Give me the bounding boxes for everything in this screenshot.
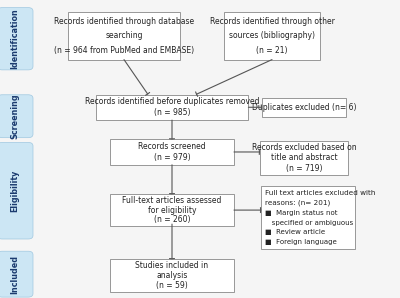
Text: Records identified through other: Records identified through other xyxy=(210,17,334,26)
Text: Records identified before duplicates removed: Records identified before duplicates rem… xyxy=(85,97,259,106)
FancyBboxPatch shape xyxy=(0,251,33,297)
Text: Full-text articles assessed: Full-text articles assessed xyxy=(122,196,222,205)
Text: (n = 964 from PubMed and EMBASE): (n = 964 from PubMed and EMBASE) xyxy=(54,46,194,55)
Bar xyxy=(262,97,346,117)
Text: (n = 719): (n = 719) xyxy=(286,164,322,173)
Bar xyxy=(224,12,320,60)
Text: ■  Review article: ■ Review article xyxy=(265,229,325,235)
Text: sources (bibliography): sources (bibliography) xyxy=(229,31,315,40)
Text: ■  Foreign language: ■ Foreign language xyxy=(265,239,337,245)
Text: (n = 979): (n = 979) xyxy=(154,153,190,162)
Text: Studies included in: Studies included in xyxy=(136,261,208,270)
Text: (n = 260): (n = 260) xyxy=(154,215,190,224)
Text: Records screened: Records screened xyxy=(138,142,206,151)
FancyBboxPatch shape xyxy=(0,142,33,239)
Text: Screening: Screening xyxy=(11,93,20,139)
Text: Included: Included xyxy=(11,255,20,294)
Text: specified or ambiguous: specified or ambiguous xyxy=(265,220,353,226)
Text: ■  Margin status not: ■ Margin status not xyxy=(265,209,338,215)
Bar xyxy=(260,141,348,175)
Text: searching: searching xyxy=(105,31,143,40)
Bar xyxy=(68,12,180,60)
Text: Identification: Identification xyxy=(11,8,20,69)
Text: Records excluded based on: Records excluded based on xyxy=(252,143,356,152)
Text: analysis: analysis xyxy=(156,271,188,280)
Bar xyxy=(110,259,234,292)
Text: title and abstract: title and abstract xyxy=(271,153,337,162)
Bar xyxy=(96,95,248,120)
Text: (n = 21): (n = 21) xyxy=(256,46,288,55)
Text: reasons: (n= 201): reasons: (n= 201) xyxy=(265,199,330,206)
Bar xyxy=(261,186,355,249)
FancyBboxPatch shape xyxy=(0,95,33,138)
Bar xyxy=(110,195,234,226)
Bar xyxy=(110,139,234,164)
Text: (n = 985): (n = 985) xyxy=(154,108,190,117)
FancyBboxPatch shape xyxy=(0,8,33,70)
Text: Records identified through database: Records identified through database xyxy=(54,17,194,26)
Text: Full text articles excluded with: Full text articles excluded with xyxy=(265,190,375,196)
Text: Eligibility: Eligibility xyxy=(11,170,20,212)
Text: Duplicates excluded (n= 6): Duplicates excluded (n= 6) xyxy=(252,103,356,112)
Text: for eligibility: for eligibility xyxy=(148,206,196,215)
Text: (n = 59): (n = 59) xyxy=(156,281,188,290)
